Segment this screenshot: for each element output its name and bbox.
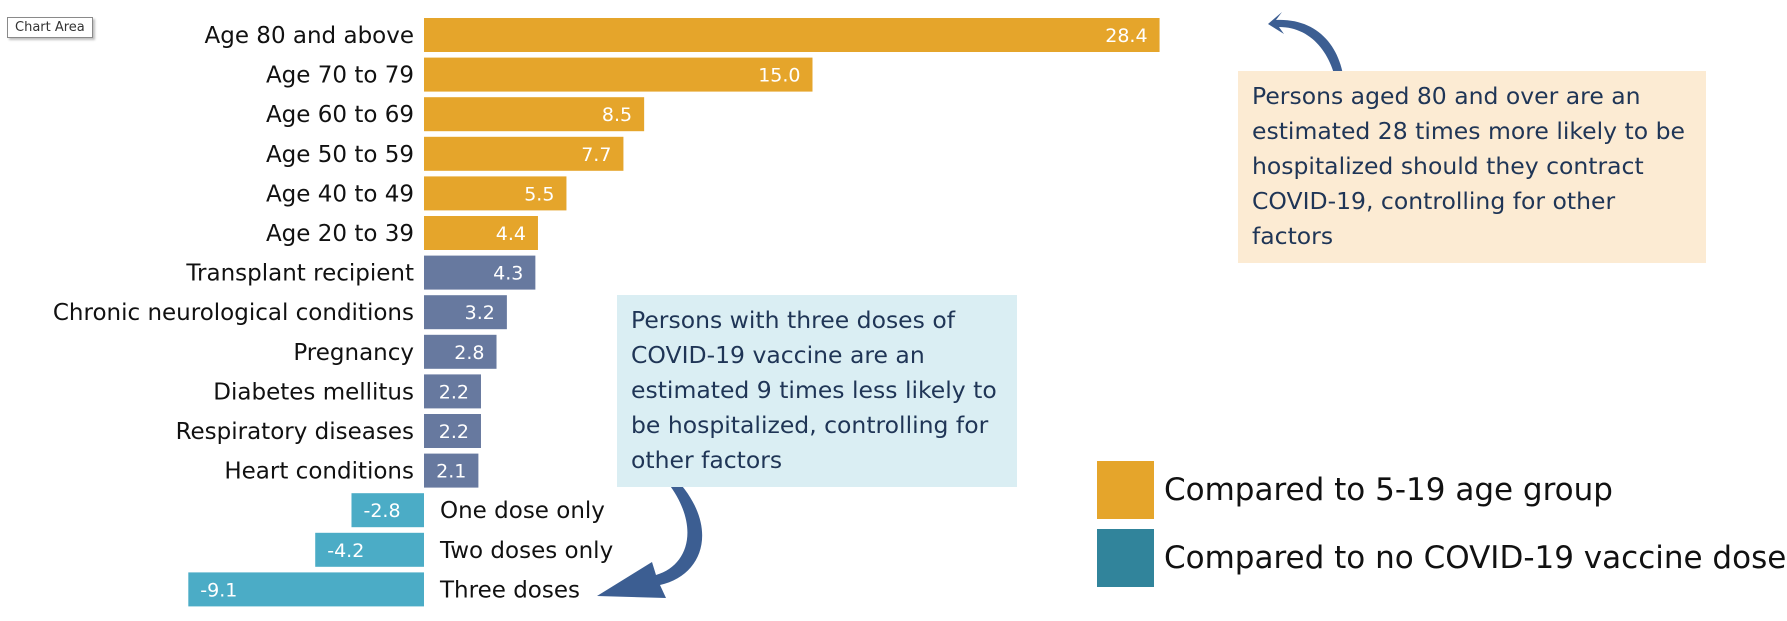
bar-4 <box>424 176 567 211</box>
category-label-10: Respiratory diseases <box>176 419 414 445</box>
category-label-6: Transplant recipient <box>185 261 414 287</box>
bar-value-label-4: 5.5 <box>524 183 554 205</box>
bar-value-label-14: -9.1 <box>200 579 237 601</box>
bar-5 <box>424 216 538 250</box>
category-label-9: Diabetes mellitus <box>213 379 414 405</box>
category-label-3: Age 50 to 59 <box>266 142 414 168</box>
callout-three-doses: Persons with three doses of COVID-19 vac… <box>617 295 1017 487</box>
category-label-8: Pregnancy <box>293 340 414 366</box>
bar-value-label-9: 2.2 <box>439 381 469 403</box>
bar-11 <box>424 453 479 488</box>
bar-9 <box>424 374 481 409</box>
callout-vaccine-text: Persons with three doses of COVID-19 vac… <box>631 306 997 474</box>
bar-value-label-12: -2.8 <box>363 500 400 522</box>
callout-arrow-vaccine <box>597 478 703 598</box>
bar-7 <box>424 295 507 330</box>
legend-item-age: Compared to 5-19 age group <box>1097 460 1787 520</box>
bar-value-label-7: 3.2 <box>465 302 495 324</box>
bar-value-label-0: 28.4 <box>1105 25 1147 47</box>
bar-14 <box>188 572 424 607</box>
bar-0 <box>424 18 1160 52</box>
legend-label-age: Compared to 5-19 age group <box>1164 472 1613 508</box>
category-label-1: Age 70 to 79 <box>266 63 414 89</box>
bar-value-label-13: -4.2 <box>327 540 364 562</box>
bar-2 <box>424 97 645 132</box>
legend: Compared to 5-19 age group Compared to n… <box>1097 460 1787 596</box>
bar-value-label-3: 7.7 <box>581 144 611 166</box>
legend-item-vaccine: Compared to no COVID-19 vaccine doses <box>1097 528 1787 588</box>
category-label-13: Two doses only <box>439 538 613 564</box>
callout-age-text: Persons aged 80 and over are an estimate… <box>1252 82 1685 250</box>
bar-value-label-6: 4.3 <box>493 263 523 285</box>
category-label-4: Age 40 to 49 <box>266 181 414 207</box>
legend-swatch-age <box>1097 461 1154 519</box>
bar-value-label-5: 4.4 <box>496 223 526 245</box>
category-label-14: Three doses <box>439 577 580 603</box>
bar-value-label-10: 2.2 <box>439 421 469 443</box>
bar-value-label-11: 2.1 <box>436 461 466 483</box>
bar-8 <box>424 334 497 369</box>
bar-value-label-8: 2.8 <box>454 342 484 364</box>
category-label-7: Chronic neurological conditions <box>53 300 414 326</box>
bar-value-label-2: 8.5 <box>602 104 632 126</box>
bar-value-label-1: 15.0 <box>758 65 800 87</box>
bar-10 <box>424 414 481 448</box>
bar-3 <box>424 136 624 171</box>
category-label-12: One dose only <box>440 498 605 524</box>
legend-label-vaccine: Compared to no COVID-19 vaccine doses <box>1164 540 1787 576</box>
category-label-2: Age 60 to 69 <box>266 102 414 128</box>
chart-area-tooltip: Chart Area <box>7 17 93 38</box>
category-label-5: Age 20 to 39 <box>266 221 414 247</box>
bar-12 <box>351 493 424 528</box>
category-label-0: Age 80 and above <box>205 23 414 49</box>
category-label-11: Heart conditions <box>224 459 414 485</box>
legend-swatch-vaccine <box>1097 529 1154 587</box>
bar-1 <box>424 57 813 92</box>
bar-13 <box>315 532 424 567</box>
bar-6 <box>424 255 536 290</box>
callout-age-80: Persons aged 80 and over are an estimate… <box>1238 71 1706 263</box>
